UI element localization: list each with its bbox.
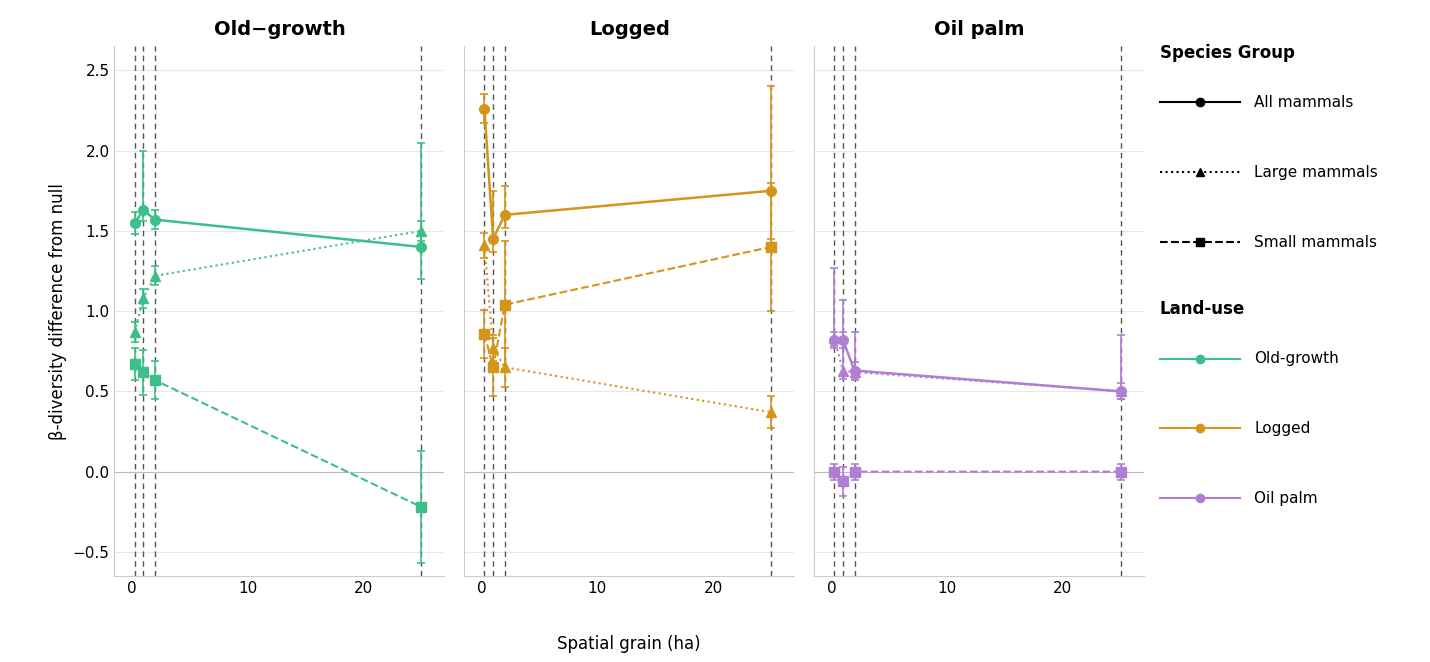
Text: Oil palm: Oil palm [1254, 491, 1318, 506]
Text: Old-growth: Old-growth [1254, 351, 1338, 366]
Text: Logged: Logged [1254, 421, 1311, 436]
Y-axis label: β-diversity difference from null: β-diversity difference from null [49, 183, 67, 440]
Text: Small mammals: Small mammals [1254, 234, 1377, 250]
Text: Spatial grain (ha): Spatial grain (ha) [558, 635, 701, 653]
Text: Land-use: Land-use [1160, 301, 1244, 318]
Text: All mammals: All mammals [1254, 95, 1354, 110]
Text: Species Group: Species Group [1160, 44, 1294, 62]
Title: Oil palm: Oil palm [934, 21, 1024, 39]
Title: Logged: Logged [589, 21, 669, 39]
Title: Old−growth: Old−growth [213, 21, 345, 39]
Text: Large mammals: Large mammals [1254, 165, 1379, 179]
